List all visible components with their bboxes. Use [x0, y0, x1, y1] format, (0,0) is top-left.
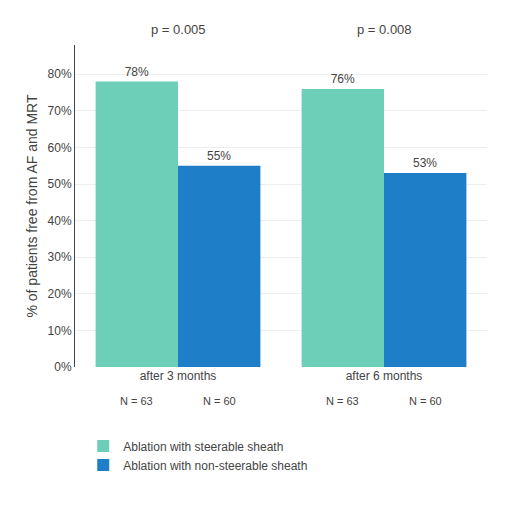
- svg-text:78%: 78%: [125, 65, 149, 79]
- svg-text:N = 60: N = 60: [409, 395, 442, 407]
- svg-text:40%: 40%: [48, 214, 72, 228]
- svg-text:N = 60: N = 60: [203, 395, 236, 407]
- svg-text:N = 63: N = 63: [326, 395, 359, 407]
- svg-text:10%: 10%: [48, 324, 72, 338]
- svg-text:60%: 60%: [48, 141, 72, 155]
- svg-text:p = 0.008: p = 0.008: [357, 22, 412, 37]
- svg-text:30%: 30%: [48, 250, 72, 264]
- svg-text:53%: 53%: [413, 156, 437, 170]
- svg-text:after 3 months: after 3 months: [140, 369, 217, 383]
- svg-text:76%: 76%: [331, 72, 355, 86]
- svg-text:Ablation with steerable sheath: Ablation with steerable sheath: [123, 440, 283, 454]
- svg-text:80%: 80%: [48, 67, 72, 81]
- svg-text:Ablation with non-steerable sh: Ablation with non-steerable sheath: [123, 459, 307, 473]
- svg-text:70%: 70%: [48, 104, 72, 118]
- svg-text:20%: 20%: [48, 287, 72, 301]
- svg-text:50%: 50%: [48, 177, 72, 191]
- svg-text:55%: 55%: [207, 149, 231, 163]
- svg-text:0%: 0%: [54, 360, 72, 374]
- svg-text:N = 63: N = 63: [120, 395, 153, 407]
- svg-text:% of patients free from AF and: % of patients free from AF and MRT: [24, 94, 40, 318]
- svg-text:after 6 months: after 6 months: [346, 369, 423, 383]
- svg-text:p = 0.005: p = 0.005: [151, 22, 206, 37]
